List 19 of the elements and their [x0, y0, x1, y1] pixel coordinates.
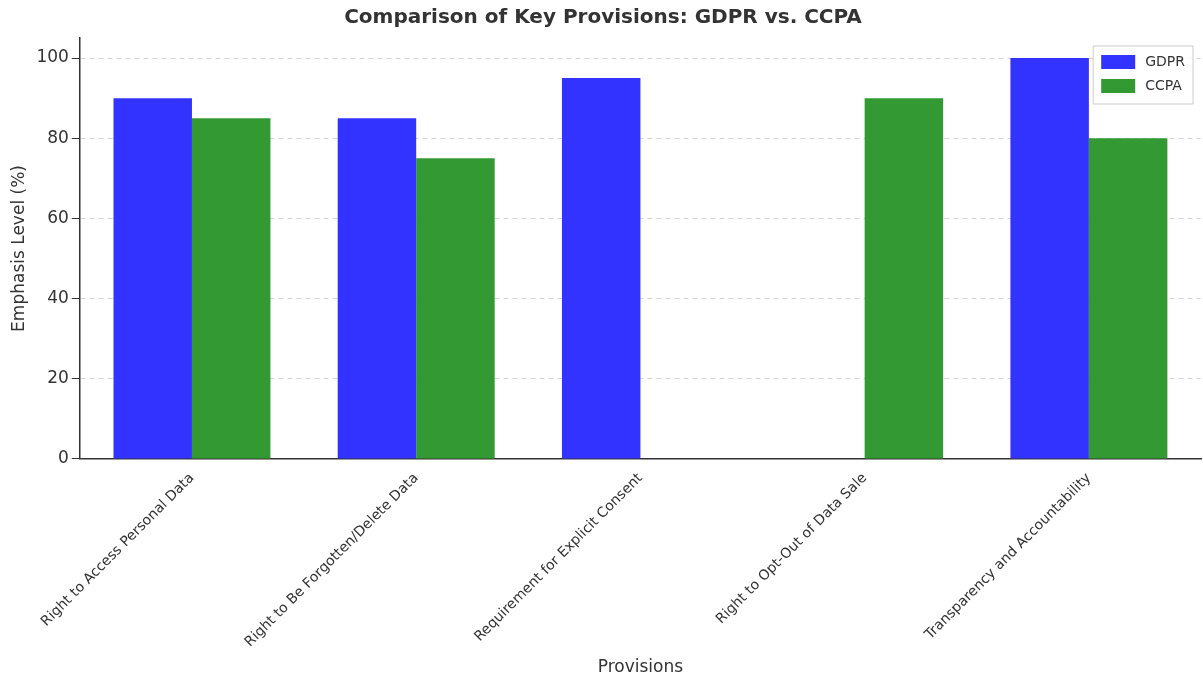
- legend-label: GDPR: [1145, 52, 1186, 69]
- bar: [864, 98, 944, 459]
- y-tick-label: 80: [47, 126, 69, 147]
- y-axis-title: Emphasis Level (%): [7, 165, 28, 332]
- chart-title: Comparison of Key Provisions: GDPR vs. CCPA: [344, 4, 863, 29]
- y-tick-label: 0: [58, 447, 69, 468]
- bar: [337, 118, 417, 459]
- x-axis-title: Provisions: [597, 656, 684, 677]
- y-tick-label: 60: [47, 206, 69, 227]
- y-tick-label: 40: [47, 287, 69, 308]
- y-tick-label: 100: [36, 46, 69, 67]
- bar: [1088, 138, 1168, 459]
- legend-label: CCPA: [1145, 76, 1183, 93]
- bar: [113, 98, 192, 459]
- y-tick-label: 20: [47, 367, 69, 388]
- bar: [416, 158, 495, 459]
- bar: [561, 78, 641, 459]
- bar: [1010, 58, 1089, 459]
- bar: [191, 118, 271, 459]
